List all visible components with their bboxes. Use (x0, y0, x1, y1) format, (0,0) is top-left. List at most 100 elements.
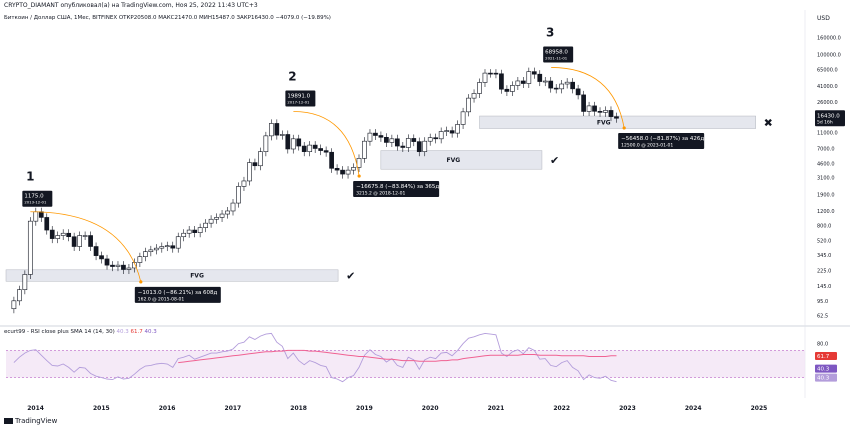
rsi-value-badge (815, 364, 837, 373)
candle-body (225, 210, 230, 215)
candle-body (307, 144, 313, 152)
low-text: 12500.0 @ 2023-01-01 (621, 142, 673, 148)
candle-body (279, 134, 285, 136)
candle-body (17, 289, 22, 302)
candle-body (411, 138, 417, 142)
x-tick-label: 2023 (619, 405, 636, 412)
candle-body (351, 167, 356, 171)
candle-body (312, 144, 318, 149)
drop-text: −56458.0 (−81.87%) за 426д (621, 136, 704, 142)
price-badge-sub: 5d 16h (817, 119, 833, 125)
y-tick-label: 1200.0 (817, 209, 835, 215)
candle-body (88, 235, 93, 247)
candle-body (405, 138, 411, 148)
y-tick-label: 345.0 (817, 253, 831, 259)
brand-text: TradingView (15, 417, 58, 425)
candle-body (564, 81, 570, 85)
cycle-number: 2 (288, 69, 296, 83)
candle-body (274, 123, 280, 136)
rsi-value-badge-text: 40.3 (817, 376, 830, 382)
fvg-status-icon: ✖ (764, 116, 773, 129)
candle-body (252, 162, 258, 167)
candle-body (241, 180, 247, 187)
y-tick-label: 62.5 (817, 314, 828, 320)
candle-body (581, 94, 586, 112)
candle-body (482, 72, 488, 83)
rsi-label: ecurt99 - RSI close plus SMA 14 (14, 30)… (4, 329, 157, 335)
candle-body (493, 72, 499, 75)
candle-body (537, 73, 543, 82)
cycle-number: 1 (26, 170, 34, 184)
fvg-label: FVG (597, 119, 611, 126)
candle-body (389, 138, 395, 143)
price-badge-value: 16430.0 (817, 113, 840, 119)
candle-body (296, 138, 302, 147)
candle-body (285, 134, 291, 150)
candle-body (301, 145, 307, 152)
candle-body (143, 251, 148, 258)
candle-body (559, 83, 565, 90)
drop-text: −1013.0 (−86.21%) за 608д (138, 290, 218, 296)
x-tick-label: 2014 (27, 405, 44, 412)
candle-body (526, 71, 532, 84)
candle-body (115, 264, 121, 267)
candle-body (323, 150, 329, 153)
y-tick-label: 41000.0 (817, 84, 838, 90)
candle-body (499, 73, 504, 90)
candle-body (570, 81, 575, 90)
candle-body (466, 97, 471, 113)
cycle-number: 3 (546, 25, 554, 39)
fvg-zone (380, 150, 543, 170)
candle-body (373, 132, 378, 136)
candle-body (438, 131, 444, 140)
fvg-status-icon: ✔ (346, 270, 355, 283)
candle-body (181, 232, 187, 238)
candle-body (93, 246, 99, 256)
rsi-value-badge-text: 61.7 (817, 354, 830, 360)
price-badge (815, 110, 845, 127)
fvg-zone (5, 269, 339, 282)
peak-label-box (543, 46, 574, 63)
cycle-arc (551, 67, 625, 129)
candle-body (33, 211, 39, 222)
candle-body (592, 105, 597, 112)
x-tick-label: 2020 (422, 405, 439, 412)
tradingview-brand[interactable]: TradingView (4, 417, 57, 425)
candle-body (11, 300, 17, 310)
cycle-low-marker (357, 174, 361, 178)
candle-body (449, 130, 455, 134)
drop-label-box (618, 132, 705, 149)
fvg-zone (479, 115, 756, 129)
cycle-arc (293, 111, 360, 177)
y-tick-label: 65000.0 (817, 68, 838, 74)
candle-body (38, 211, 44, 218)
y-tick-label: 145.0 (817, 284, 831, 290)
candle-body (422, 140, 428, 152)
candle-body (22, 274, 28, 291)
cycle-arc (30, 211, 142, 283)
candle-body (400, 145, 406, 148)
candle-body (27, 220, 33, 275)
low-text: 3215.2 @ 2018-12-01 (356, 191, 405, 197)
peak-label-box (22, 190, 53, 207)
peak-price: 1175.0 (24, 194, 44, 200)
x-tick-label: 2025 (751, 405, 768, 412)
candle-body (394, 138, 400, 147)
candle-body (104, 258, 110, 266)
rsi-label-value-1: 40.3 (116, 329, 129, 335)
rsi-tick-label: 80.0 (817, 342, 828, 348)
candle-body (66, 232, 72, 238)
x-tick-label: 2022 (553, 405, 570, 412)
candle-body (362, 140, 367, 159)
candle-body (170, 245, 176, 249)
y-tick-label: 520.0 (817, 239, 831, 245)
fvg-label: FVG (447, 157, 461, 164)
symbol-line: Биткоин / Доллар США, 1Мес, BITFINEX ОТК… (4, 15, 331, 21)
rsi-line (13, 332, 617, 383)
candle-body (488, 72, 493, 75)
candle-body (340, 169, 345, 175)
x-tick-label: 2017 (225, 405, 242, 412)
drop-label-box (134, 286, 221, 303)
candle-body (460, 111, 466, 125)
